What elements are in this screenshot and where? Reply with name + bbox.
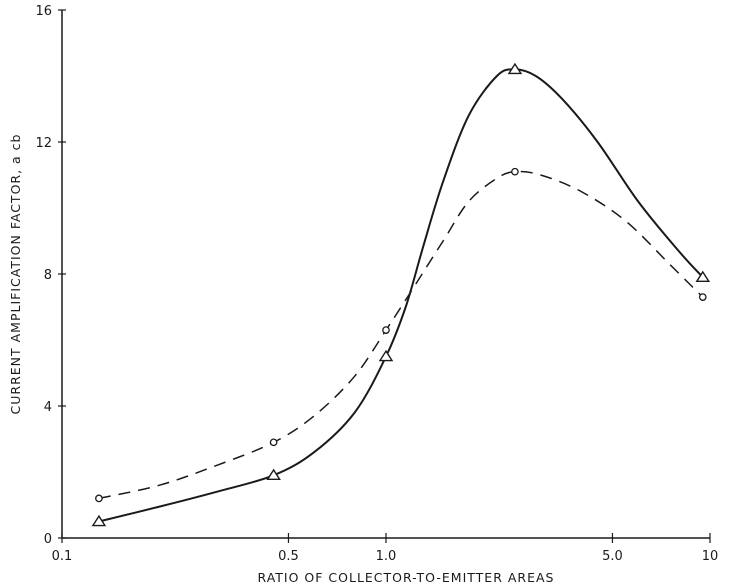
series-1-line <box>98 68 704 523</box>
curves <box>98 68 704 523</box>
series-2-line <box>98 170 704 500</box>
triangle-point <box>695 270 711 283</box>
triangle-point <box>91 514 107 527</box>
x-tick-label: 0.1 <box>52 549 73 564</box>
axes: 0 4 8 12 16 0.1 0.5 1.0 5.0 10 <box>35 4 718 564</box>
x-tick-label: 0.5 <box>278 549 299 564</box>
y-axis-label: CURRENT AMPLIFICATION FACTOR, a cb <box>8 134 23 415</box>
x-axis-label: RATIO OF COLLECTOR-TO-EMITTER AREAS <box>258 570 555 585</box>
y-tick-label: 8 <box>44 268 52 283</box>
x-tick-label: 1.0 <box>376 549 397 564</box>
circle-point <box>698 293 707 301</box>
y-tick-label: 4 <box>44 400 52 415</box>
circle-point <box>269 438 278 447</box>
triangle-point <box>507 62 523 75</box>
labels: RATIO OF COLLECTOR-TO-EMITTER AREAS CURR… <box>8 134 555 585</box>
x-tick-label: 5.0 <box>602 549 623 564</box>
circle-point <box>511 167 519 176</box>
circle-point <box>95 494 103 503</box>
triangle-point <box>266 468 281 481</box>
y-tick-label: 0 <box>44 532 52 547</box>
y-tick-label: 16 <box>35 4 52 19</box>
x-tick-label: 10 <box>702 549 719 564</box>
y-tick-label: 12 <box>35 136 52 151</box>
circle-point <box>382 326 390 334</box>
markers <box>91 62 711 527</box>
triangle-point <box>378 349 394 362</box>
